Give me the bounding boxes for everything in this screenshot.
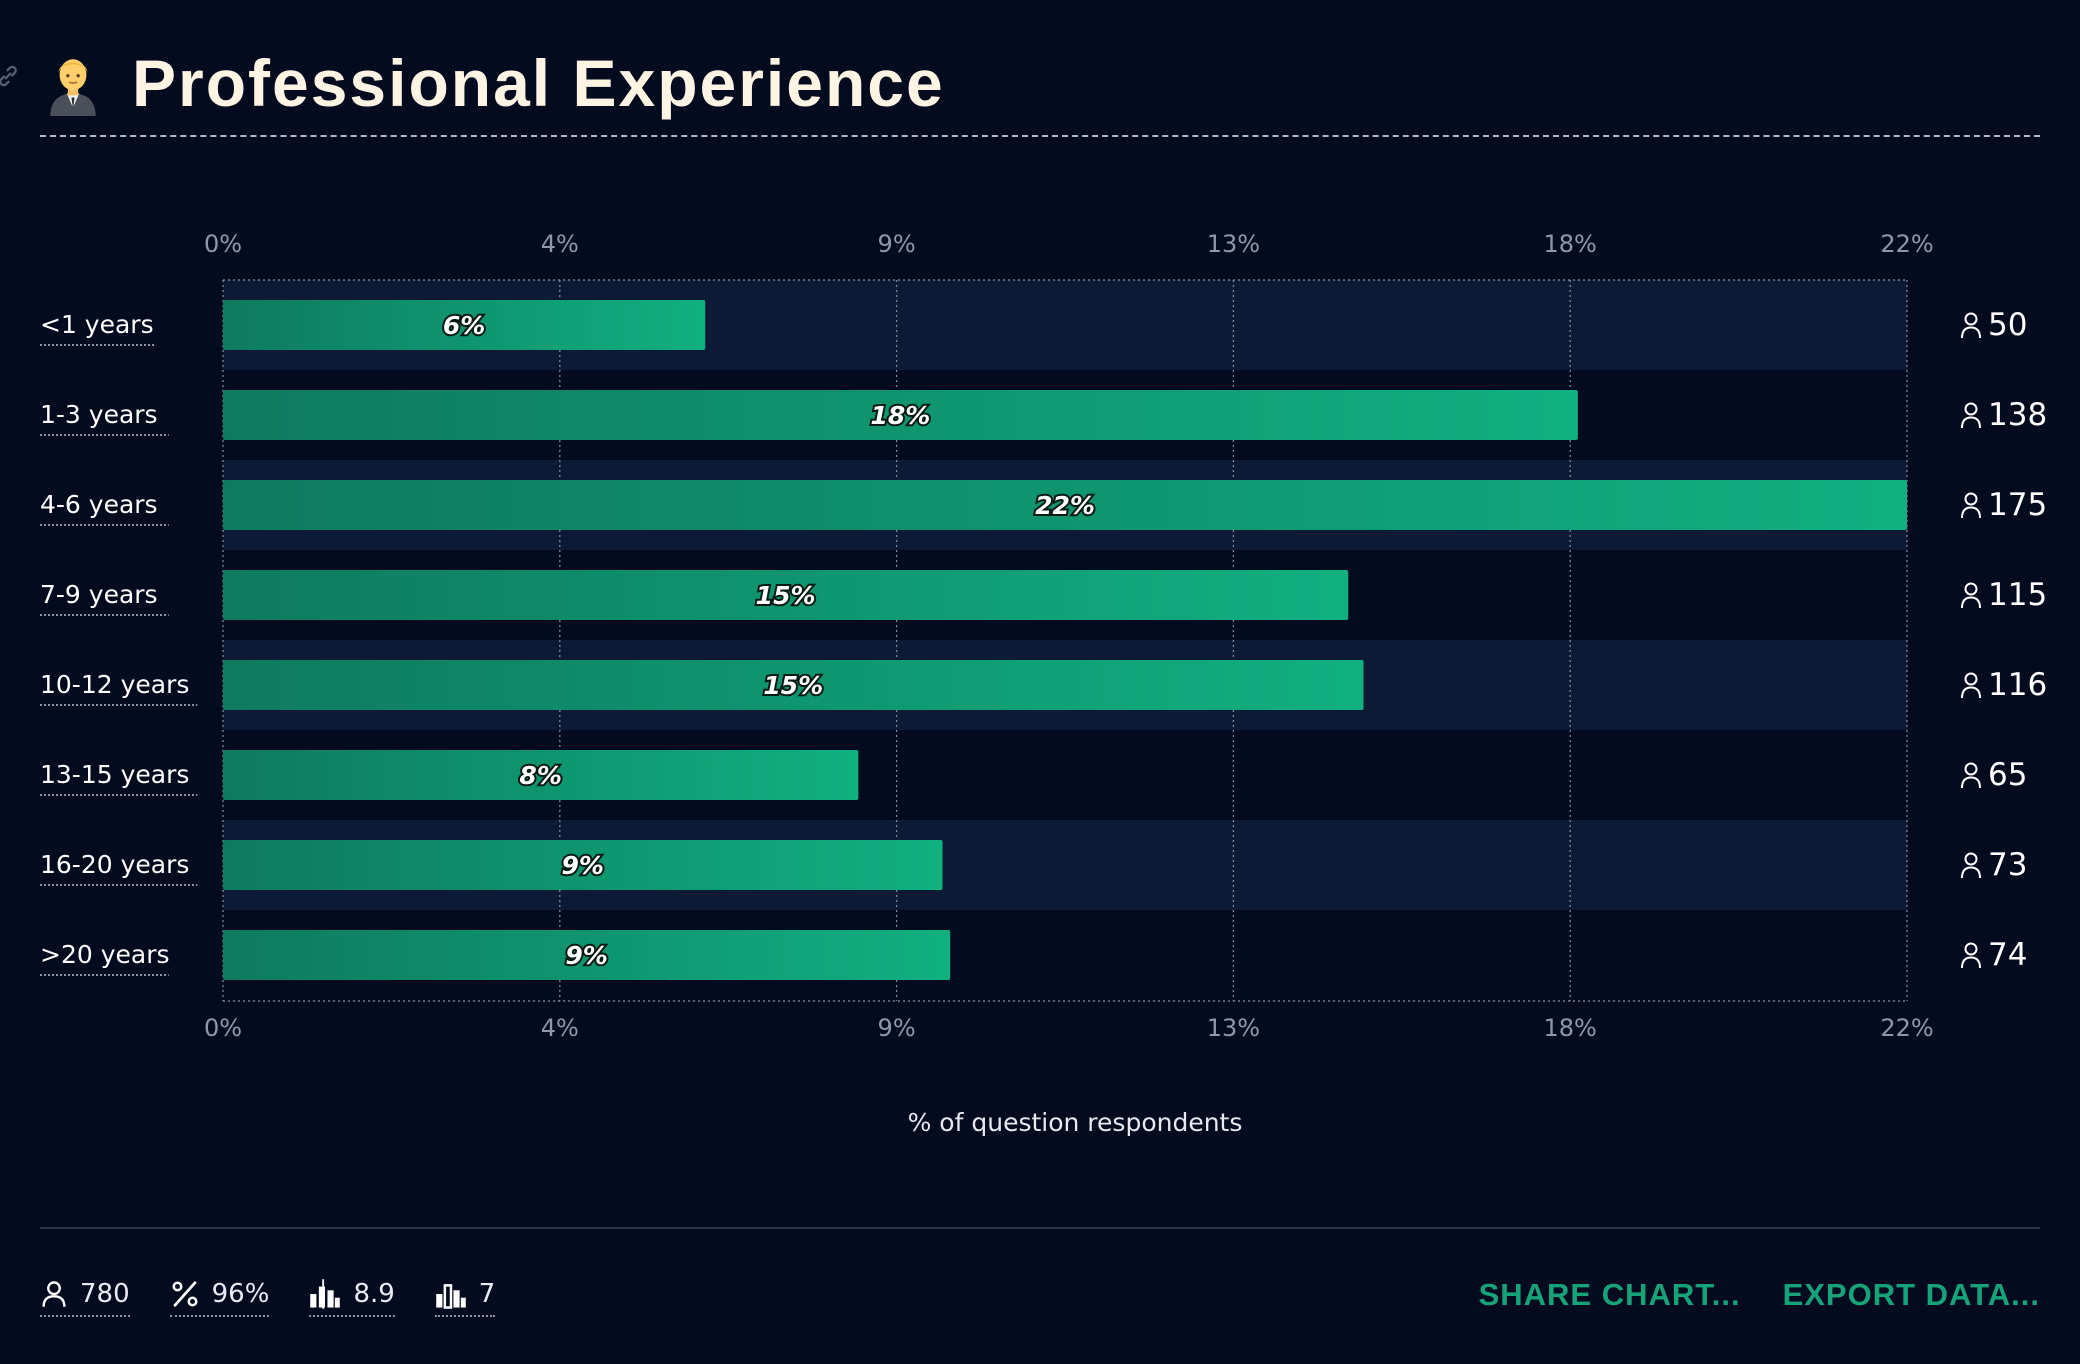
x-tick-label-bottom: 9% (878, 1014, 916, 1042)
x-tick-label-top: 18% (1544, 230, 1597, 258)
user-icon (1961, 582, 1981, 609)
category-label[interactable]: 10-12 years (40, 670, 189, 699)
bar[interactable] (223, 750, 859, 800)
bar-value-label: 15% (763, 671, 823, 700)
category-label[interactable]: 16-20 years (40, 850, 189, 879)
bar-value-label: 8% (519, 761, 561, 790)
link-icon[interactable] (0, 62, 22, 90)
x-tick-label-bottom: 4% (541, 1014, 579, 1042)
bar[interactable] (223, 300, 706, 350)
category-label[interactable]: 7-9 years (40, 580, 158, 609)
bar-value-label: 9% (562, 851, 604, 880)
x-tick-label-top: 13% (1207, 230, 1260, 258)
user-icon (42, 1281, 66, 1307)
stat-respondents-value: 780 (80, 1279, 130, 1309)
bar[interactable] (223, 480, 1907, 530)
respondent-count: 138 (1988, 397, 2047, 433)
stat-percent-value: 96% (211, 1279, 270, 1309)
respondent-count: 74 (1988, 937, 2027, 973)
median-chart-icon (436, 1284, 466, 1309)
export-data-button[interactable]: EXPORT DATA... (1782, 1277, 2040, 1312)
x-tick-label-top: 0% (204, 230, 242, 258)
share-chart-button[interactable]: SHARE CHART... (1478, 1277, 1741, 1312)
stat-respondents[interactable]: 780 (40, 1279, 130, 1317)
stats-row: 780 96% 8.9 (40, 1275, 535, 1321)
bar-value-label: 15% (756, 581, 816, 610)
user-icon (1961, 762, 1981, 789)
x-tick-label-bottom: 0% (204, 1014, 242, 1042)
user-icon (1961, 492, 1981, 519)
bar-value-label: 18% (871, 401, 931, 430)
category-label[interactable]: 4-6 years (40, 490, 158, 519)
stat-median-value: 7 (478, 1279, 496, 1309)
x-tick-label-top: 9% (878, 230, 916, 258)
person-in-suit-emoji-icon (50, 59, 96, 116)
category-label[interactable]: 13-15 years (40, 760, 189, 789)
actions-row: SHARE CHART... EXPORT DATA... (1437, 1277, 2040, 1313)
x-tick-label-top: 22% (1880, 230, 1933, 258)
x-tick-label-bottom: 18% (1544, 1014, 1597, 1042)
category-label[interactable]: <1 years (40, 310, 154, 339)
stat-average[interactable]: 8.9 (309, 1279, 395, 1317)
title-divider (40, 135, 2040, 137)
percent-icon (172, 1281, 198, 1307)
bar[interactable] (223, 570, 1349, 620)
x-tick-label-bottom: 22% (1880, 1014, 1933, 1042)
bar-value-label: 9% (565, 941, 607, 970)
category-label[interactable]: >20 years (40, 940, 170, 969)
bar[interactable] (223, 930, 951, 980)
x-tick-label-bottom: 13% (1207, 1014, 1260, 1042)
bar-value-label: 22% (1035, 491, 1095, 520)
page-title: Professional Experience (132, 46, 945, 120)
x-axis-title: % of question respondents (907, 1108, 1243, 1137)
bar[interactable] (223, 660, 1364, 710)
user-icon (1961, 402, 1981, 429)
bar-value-label: 6% (443, 311, 485, 340)
respondent-count: 175 (1988, 487, 2047, 523)
x-tick-label-top: 4% (541, 230, 579, 258)
bar[interactable] (223, 390, 1578, 440)
respondent-count: 65 (1988, 757, 2027, 793)
user-icon (1961, 852, 1981, 879)
stat-median[interactable]: 7 (434, 1279, 496, 1317)
user-icon (1961, 312, 1981, 339)
footer-divider (40, 1227, 2040, 1229)
category-label[interactable]: 1-3 years (40, 400, 158, 429)
respondent-count: 115 (1988, 577, 2047, 613)
bar[interactable] (223, 840, 943, 890)
stat-percent[interactable]: 96% (169, 1279, 270, 1317)
respondent-count: 50 (1988, 307, 2027, 343)
title-row: Professional Experience (40, 38, 945, 128)
respondent-count: 73 (1988, 847, 2027, 883)
respondent-count: 116 (1988, 667, 2047, 703)
user-icon (1961, 672, 1981, 699)
stat-average-value: 8.9 (353, 1279, 395, 1309)
average-chart-icon (310, 1279, 341, 1309)
user-icon (1961, 942, 1981, 969)
